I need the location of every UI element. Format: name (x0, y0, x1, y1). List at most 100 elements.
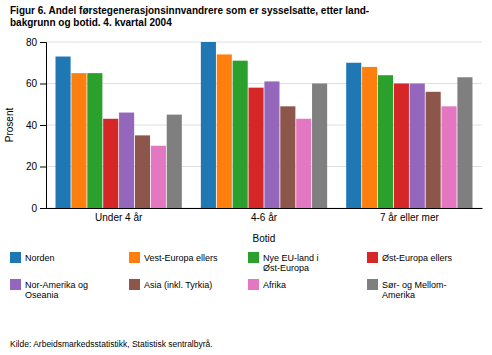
x-axis-label: Botid (253, 233, 276, 244)
text-line: Asia (inkl. Tyrkia) (144, 280, 212, 290)
text-line: Øst-Europa ellers (382, 253, 453, 263)
legend-item: Norden (10, 252, 55, 263)
legend-item: Nor-Amerika ogOseania (10, 279, 88, 300)
y-axis-line (40, 43, 47, 209)
legend-label: Nor-Amerika ogOseania (25, 280, 88, 300)
y-tick-mark (40, 42, 46, 43)
x-tick-label: Under 4 år (95, 212, 143, 223)
y-tick-label: 80 (26, 37, 38, 48)
bar (410, 84, 425, 209)
legend-label: Norden (25, 253, 55, 263)
plot: 0 20 40 60 80 Under 4 år 4-6 år 7 år eller mer (26, 37, 483, 223)
legend-swatch (10, 252, 21, 263)
y-tick-mark (40, 167, 46, 168)
legend-item: Asia (inkl. Tyrkia) (129, 279, 212, 290)
grid (46, 42, 482, 208)
text-line: Vest-Europa ellers (144, 253, 218, 263)
legend-item: Øst-Europa ellers (367, 252, 453, 263)
bar (103, 119, 118, 208)
text-line: Figur 6. Andel førstegenerasjonsinnvandr… (10, 5, 369, 16)
bar (442, 106, 457, 208)
bars (56, 42, 473, 208)
bar-series (71, 54, 377, 208)
legend-item: Nye EU-land iØst-Europa (248, 252, 319, 273)
legend-label: Sør- og Mellom-Amerika (382, 280, 447, 300)
y-axis: 0 20 40 60 80 (26, 37, 47, 214)
legend-label: Vest-Europa ellers (144, 253, 218, 263)
legend-item: Sør- og Mellom-Amerika (367, 279, 447, 300)
text-line: Oseania (25, 290, 59, 300)
legend-label: Asia (inkl. Tyrkia) (144, 280, 212, 290)
y-tick-mark (40, 84, 46, 85)
bar (280, 106, 295, 208)
text-line: Nye EU-land i (263, 253, 319, 263)
bar-series (87, 61, 393, 208)
x-axis-line (47, 208, 483, 209)
y-tick-label: 0 (31, 203, 37, 214)
x-tick: 4-6 år (251, 212, 278, 223)
legend-item: Afrika (248, 279, 286, 290)
bar-series (167, 77, 473, 208)
legend-swatch (367, 279, 378, 290)
legend-label: Afrika (263, 280, 286, 290)
bar (119, 113, 134, 208)
y-tick: 80 (26, 37, 46, 48)
bar (87, 73, 102, 208)
bar (264, 81, 279, 208)
legend: NordenVest-Europa ellersNye EU-land iØst… (10, 252, 453, 300)
bar (217, 54, 232, 208)
bar (151, 146, 166, 208)
bar (135, 135, 150, 208)
y-tick: 40 (26, 120, 46, 131)
bar-series (151, 106, 457, 208)
legend-swatch (129, 252, 140, 263)
bar (56, 57, 71, 208)
bar-series (135, 92, 441, 208)
bar (167, 115, 182, 208)
chart: Figur 6. Andel førstegenerasjonsinnvandr… (0, 0, 492, 355)
text-line: Nor-Amerika og (25, 280, 88, 290)
bar (249, 88, 264, 208)
annotation: Kilde: Arbeidsmarkedsstatistikk, Statist… (10, 339, 213, 349)
bar (71, 73, 86, 208)
grid-line (46, 42, 482, 43)
y-tick-label: 40 (26, 120, 38, 131)
legend-item: Vest-Europa ellers (129, 252, 218, 263)
x-tick-label: 7 år eller mer (380, 212, 440, 223)
bar (346, 63, 361, 208)
bar (233, 61, 248, 208)
y-tick-label: 60 (26, 78, 38, 89)
legend-swatch (129, 279, 140, 290)
y-axis-label: Prosent (4, 108, 15, 143)
bar (362, 67, 377, 208)
x-tick: Under 4 år (95, 212, 143, 223)
text-line: Norden (25, 253, 55, 263)
y-tick: 20 (26, 161, 46, 172)
y-tick-mark (40, 125, 46, 126)
legend-label: Nye EU-land iØst-Europa (263, 253, 319, 273)
title: Figur 6. Andel førstegenerasjonsinnvandr… (10, 5, 369, 28)
text-line: Øst-Europa (263, 263, 309, 273)
bar-series (56, 42, 362, 208)
text-line: Sør- og Mellom- (382, 280, 447, 290)
legend-swatch (248, 279, 259, 290)
legend-label: Øst-Europa ellers (382, 253, 453, 263)
bar (457, 77, 472, 208)
y-tick-mark (40, 208, 46, 209)
bar (312, 84, 327, 209)
bar (296, 119, 311, 208)
text-line: Afrika (263, 280, 286, 290)
y-tick: 0 (31, 203, 46, 214)
y-tick-label: 20 (26, 161, 38, 172)
y-tick: 60 (26, 78, 46, 89)
text-line: Amerika (382, 290, 415, 300)
text-line: bakgrunn og botid. 4. kvartal 2004 (10, 17, 172, 28)
bar (201, 42, 216, 208)
bar-series (119, 81, 425, 208)
x-tick: 7 år eller mer (380, 212, 440, 223)
bar-series (103, 84, 409, 209)
legend-swatch (10, 279, 21, 290)
bar (394, 84, 409, 209)
bar (378, 75, 393, 208)
legend-swatch (367, 252, 378, 263)
